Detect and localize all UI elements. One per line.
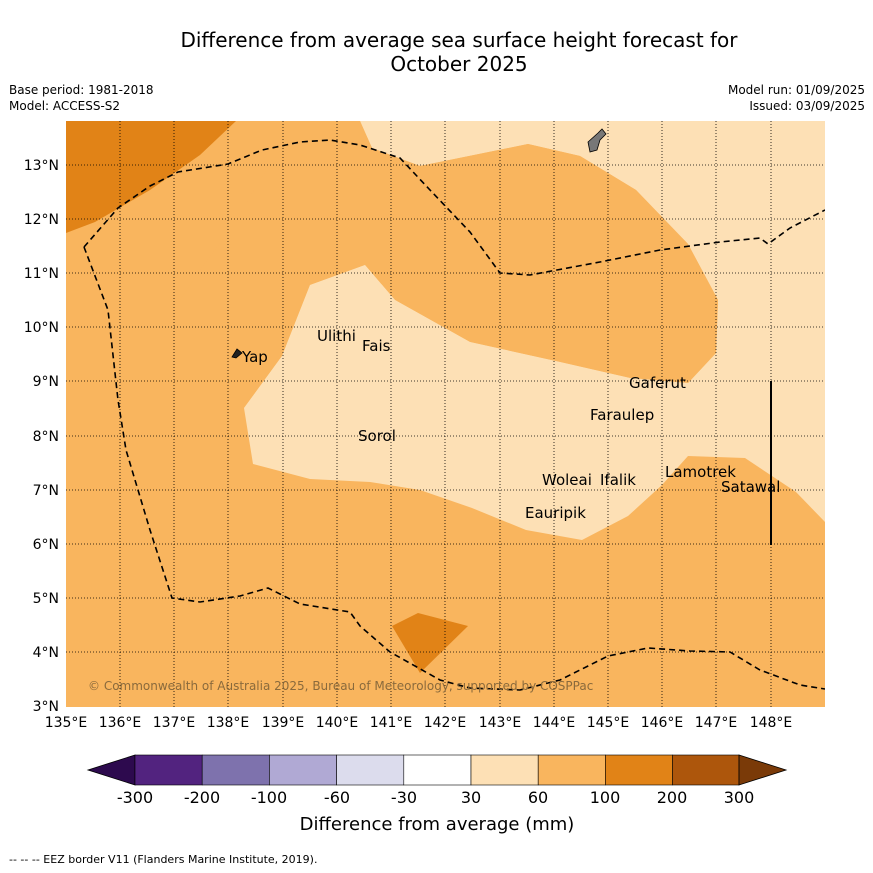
colorbar-tick: -30 (391, 788, 417, 807)
region-30-60-northeast (244, 121, 825, 540)
colorbar-label: Difference from average (mm) (300, 814, 575, 835)
lon-tick: 148°E (750, 715, 793, 731)
model-run: Model run: 01/09/2025 (727, 83, 865, 97)
lon-tick: 143°E (479, 715, 522, 731)
region-30-60-central (244, 265, 688, 450)
colorbar-tick: -100 (251, 788, 287, 807)
place-ifalik: Ifalik (600, 471, 636, 489)
title-line-2: October 2025 (390, 52, 528, 76)
colorbar-tick: 60 (528, 788, 548, 807)
lon-tick: 145°E (587, 715, 630, 731)
lat-tick: 9°N (33, 374, 59, 390)
lon-tick: 147°E (695, 715, 738, 731)
place-ulithi: Ulithi (317, 327, 356, 345)
colorbar-tick-labels: -300 -200 -100 -60 -30 30 60 100 200 300 (117, 788, 754, 807)
title-line-1: Difference from average sea surface heig… (180, 28, 738, 52)
colorbar-tick: 100 (590, 788, 621, 807)
copyright-text: © Commonwealth of Australia 2025, Bureau… (88, 679, 593, 693)
lat-tick-labels: 13°N 12°N 11°N 10°N 9°N 8°N 7°N 6°N 5°N … (24, 158, 59, 715)
colorbar-tick: 300 (724, 788, 755, 807)
colorbar: -300 -200 -100 -60 -30 30 60 100 200 300… (86, 754, 788, 835)
guam-island (587, 128, 607, 153)
colorbar-high-extend (738, 754, 788, 786)
colorbar-low-extend (86, 754, 136, 786)
lat-tick: 10°N (24, 320, 59, 336)
colorbar-tick: 30 (461, 788, 481, 807)
meta-left: Base period: 1981-2018 Model: ACCESS-S2 (9, 82, 154, 114)
lon-tick: 136°E (99, 715, 142, 731)
colorbar-swatch (537, 754, 606, 786)
colorbar-swatch (134, 754, 203, 786)
lon-tick: 140°E (316, 715, 359, 731)
colorbar-swatch (269, 754, 337, 786)
issued-date: Issued: 03/09/2025 (749, 99, 865, 113)
colorbar-swatch (672, 754, 740, 786)
lat-tick: 13°N (24, 158, 59, 174)
model-name: Model: ACCESS-S2 (9, 99, 121, 113)
colorbar-swatch (336, 754, 405, 786)
colorbar-tick: -60 (324, 788, 350, 807)
lon-tick: 144°E (533, 715, 576, 731)
place-lamotrek: Lamotrek (665, 463, 736, 481)
place-yap: Yap (241, 348, 268, 366)
eez-footnote: -- -- -- EEZ border V11 (Flanders Marine… (9, 853, 318, 866)
lat-tick: 12°N (24, 212, 59, 228)
lon-tick: 138°E (207, 715, 250, 731)
place-eauripik: Eauripik (525, 504, 586, 522)
lat-tick: 4°N (33, 645, 59, 661)
place-fais: Fais (362, 337, 391, 355)
lon-tick-labels: 135°E 136°E 137°E 138°E 139°E 140°E 141°… (45, 715, 793, 731)
base-period: Base period: 1981-2018 (9, 83, 154, 97)
lon-tick: 141°E (370, 715, 413, 731)
colorbar-swatch (605, 754, 673, 786)
region-100-200-northwest (66, 121, 236, 233)
place-gaferut: Gaferut (629, 374, 686, 392)
region-60-100-band (140, 121, 718, 420)
islands (231, 128, 607, 359)
colorbar-swatch (403, 754, 472, 786)
lat-tick: 5°N (33, 591, 59, 607)
lat-tick: 6°N (33, 537, 59, 553)
colorbar-tick: -200 (184, 788, 220, 807)
place-faraulep: Faraulep (590, 406, 654, 424)
region-100-200-south (392, 613, 468, 673)
eez-border (83, 139, 825, 691)
lat-tick: 11°N (24, 266, 59, 282)
colorbar-tick: 200 (657, 788, 688, 807)
place-labels: Ulithi Fais Yap Gaferut Faraulep Sorol W… (241, 327, 780, 522)
lon-tick: 139°E (262, 715, 305, 731)
yap-island (231, 348, 243, 359)
place-satawal: Satawal (721, 478, 780, 496)
lon-tick: 135°E (45, 715, 88, 731)
map-area (66, 121, 825, 707)
colorbar-swatch (201, 754, 270, 786)
place-woleai: Woleai (542, 471, 592, 489)
chart-title: Difference from average sea surface heig… (0, 28, 873, 76)
lon-tick: 146°E (641, 715, 684, 731)
map-gridlines (66, 121, 825, 707)
meta-right: Model run: 01/09/2025 Issued: 03/09/2025 (728, 82, 865, 114)
lon-tick: 142°E (424, 715, 467, 731)
lon-tick: 137°E (153, 715, 196, 731)
place-sorol: Sorol (358, 427, 396, 445)
colorbar-tick: -300 (117, 788, 153, 807)
lat-tick: 3°N (33, 699, 59, 715)
colorbar-swatch (470, 754, 539, 786)
lat-tick: 8°N (33, 429, 59, 445)
lat-tick: 7°N (33, 483, 59, 499)
